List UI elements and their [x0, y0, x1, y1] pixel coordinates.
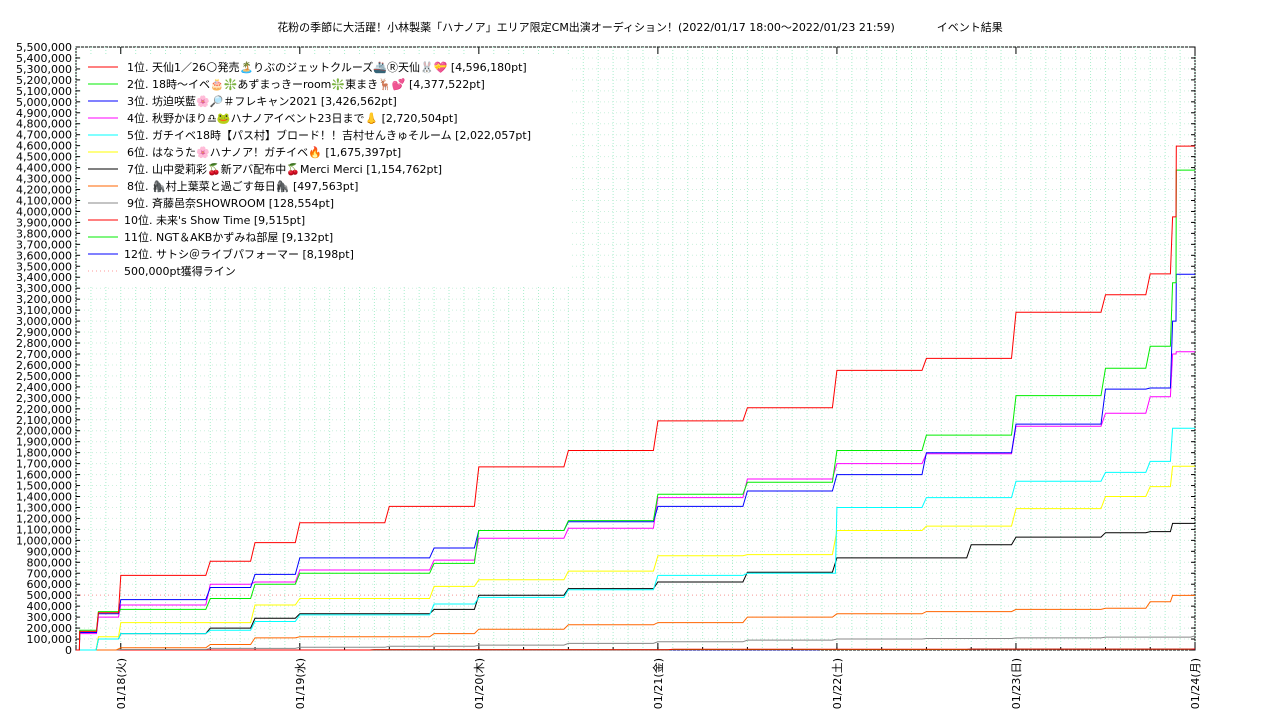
x-tick-label: 01/24(月)	[1189, 658, 1202, 709]
y-tick-label: 2,700,000	[16, 348, 72, 361]
y-tick-label: 3,400,000	[16, 271, 72, 284]
series-line-4	[76, 351, 1195, 651]
y-tick-label: 1,400,000	[16, 491, 72, 504]
y-tick-label: 2,500,000	[16, 370, 72, 383]
y-tick-label: 4,100,000	[16, 194, 72, 207]
y-tick-label: 2,400,000	[16, 381, 72, 394]
y-tick-label: 3,300,000	[16, 282, 72, 295]
y-tick-label: 100,000	[27, 633, 73, 646]
y-tick-label: 3,600,000	[16, 249, 72, 262]
x-tick-label: 01/19(水)	[294, 658, 307, 709]
y-tick-label: 2,900,000	[16, 326, 72, 339]
y-tick-label: 1,300,000	[16, 501, 72, 514]
legend-label-11: 11位. NGT＆AKBかずみね部屋 [9,132pt]	[124, 230, 333, 244]
y-tick-label: 5,300,000	[16, 63, 72, 76]
series-line-2	[76, 169, 1195, 651]
y-tick-label: 500,000	[27, 589, 73, 602]
y-tick-label: 4,200,000	[16, 184, 72, 197]
legend-label-2: 2位. 18時〜イベ🎂❇️あずまっきーroom❇️東まき🦌💕 [4,377,52…	[127, 77, 485, 91]
y-tick-label: 300,000	[27, 611, 73, 624]
y-tick-label: 2,600,000	[16, 359, 72, 372]
series-line-1	[76, 145, 1195, 651]
legend-label-12: 12位. サトシ＠ライブパフォーマー [8,198pt]	[124, 247, 354, 261]
y-tick-label: 2,000,000	[16, 425, 72, 438]
series-line-10	[76, 648, 1196, 651]
y-tick-label: 5,000,000	[16, 96, 72, 109]
legend-label-4: 4位. 秋野かほり♎🐸ハナノアイベント23日まで👃 [2,720,504pt]	[127, 111, 458, 125]
y-tick-label: 1,800,000	[16, 447, 72, 460]
legend-label-9: 9位. 斉藤邑奈SHOWROOM [128,554pt]	[127, 196, 334, 210]
y-tick-label: 2,100,000	[16, 414, 72, 427]
legend-label-reference: 500,000pt獲得ライン	[124, 265, 236, 278]
legend-label-5: 5位. ガチイベ18時【パス村】ブロード！！吉村せんきゅそルーム [2,022,…	[127, 128, 531, 142]
legend-label-7: 7位. 山中愛莉彩🍒新アバ配布中🍒Merci Merci [1,154,762p…	[127, 162, 442, 176]
y-tick-label: 2,300,000	[16, 392, 72, 405]
y-tick-label: 1,700,000	[16, 458, 72, 471]
y-tick-label: 4,400,000	[16, 162, 72, 175]
y-tick-label: 200,000	[27, 622, 73, 635]
y-tick-label: 1,100,000	[16, 523, 72, 536]
chart-title: 花粉の季節に大活躍！小林製薬「ハナノア」エリア限定CM出演オーディション！(20…	[0, 19, 1280, 35]
x-tick-label: 01/20(木)	[473, 658, 486, 709]
x-tick-label: 01/23(日)	[1010, 658, 1023, 709]
y-tick-label: 3,500,000	[16, 260, 72, 273]
series-line-9	[76, 635, 1196, 651]
x-tick-label: 01/22(土)	[831, 658, 844, 709]
series-line-3	[76, 273, 1195, 651]
y-tick-label: 1,200,000	[16, 512, 72, 525]
y-tick-label: 5,500,000	[16, 41, 72, 54]
legend-label-6: 6位. はなうた🌸ハナノア！ガチイベ🔥 [1,675,397pt]	[127, 145, 401, 159]
legend-label-10: 10位. 未来's Show Time [9,515pt]	[124, 213, 305, 227]
legend-box	[82, 55, 572, 286]
y-tick-label: 1,900,000	[16, 436, 72, 449]
y-tick-label: 3,200,000	[16, 293, 72, 306]
legend-label-3: 3位. 坊迫咲藍🌸🔎＃フレキャン2021 [3,426,562pt]	[127, 94, 397, 108]
y-tick-label: 4,700,000	[16, 129, 72, 142]
y-tick-label: 5,200,000	[16, 74, 72, 87]
y-tick-label: 4,900,000	[16, 107, 72, 120]
y-tick-label: 700,000	[27, 567, 73, 580]
y-tick-label: 900,000	[27, 545, 73, 558]
series-line-7	[76, 522, 1195, 651]
y-tick-label: 2,200,000	[16, 403, 72, 416]
x-tick-label: 01/21(金)	[651, 658, 665, 709]
y-tick-label: 1,500,000	[16, 480, 72, 493]
y-tick-label: 3,100,000	[16, 304, 72, 317]
x-tick-label: 01/18(火)	[115, 658, 128, 709]
y-tick-label: 1,600,000	[16, 469, 72, 482]
y-tick-label: 0	[65, 644, 72, 657]
y-tick-label: 600,000	[27, 578, 73, 591]
series-line-6	[76, 465, 1195, 651]
y-tick-label: 800,000	[27, 556, 73, 569]
y-tick-label: 5,100,000	[16, 85, 72, 98]
y-tick-label: 4,000,000	[16, 205, 72, 218]
y-tick-label: 3,800,000	[16, 227, 72, 240]
y-tick-label: 3,700,000	[16, 238, 72, 251]
y-tick-label: 3,000,000	[16, 315, 72, 328]
y-tick-label: 1,000,000	[16, 534, 72, 547]
chart-title-text: 花粉の季節に大活躍！小林製薬「ハナノア」エリア限定CM出演オーディション！(20…	[277, 21, 895, 34]
y-tick-label: 4,500,000	[16, 151, 72, 164]
legend-label-1: 1位. 天仙1／26🌕発売🏝️りぶのジェットクルーズ🚢Ⓡ天仙🐰💝 [4,596,…	[127, 60, 527, 74]
chart-subtitle: イベント結果	[936, 21, 1003, 34]
series-line-5	[76, 427, 1195, 651]
legend-label-8: 8位. 🦍村上葉菜と過ごす毎日🦍 [497,563pt]	[127, 179, 358, 193]
y-tick-label: 4,300,000	[16, 173, 72, 186]
y-tick-label: 4,600,000	[16, 140, 72, 153]
y-tick-label: 3,900,000	[16, 216, 72, 229]
y-tick-label: 400,000	[27, 600, 73, 613]
y-tick-label: 5,400,000	[16, 52, 72, 65]
y-tick-label: 4,800,000	[16, 118, 72, 131]
series-line-8	[76, 594, 1195, 651]
y-tick-label: 2,800,000	[16, 337, 72, 350]
